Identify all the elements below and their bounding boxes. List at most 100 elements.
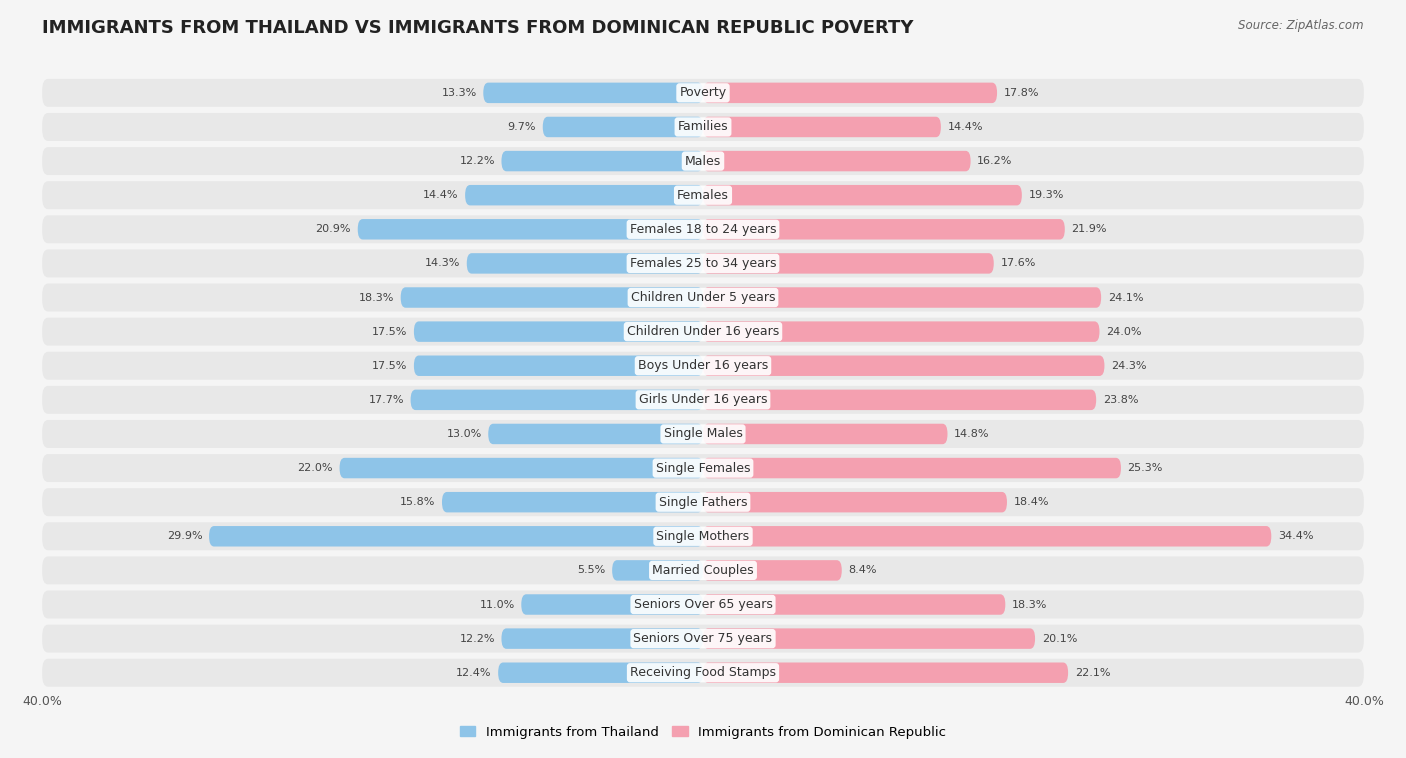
FancyBboxPatch shape	[441, 492, 703, 512]
FancyBboxPatch shape	[413, 356, 703, 376]
Text: 8.4%: 8.4%	[848, 565, 877, 575]
Text: 23.8%: 23.8%	[1102, 395, 1139, 405]
Text: 17.5%: 17.5%	[373, 327, 408, 337]
Text: 24.3%: 24.3%	[1111, 361, 1146, 371]
Text: 24.1%: 24.1%	[1108, 293, 1143, 302]
FancyBboxPatch shape	[703, 594, 1005, 615]
FancyBboxPatch shape	[703, 662, 1069, 683]
Text: Poverty: Poverty	[679, 86, 727, 99]
FancyBboxPatch shape	[357, 219, 703, 240]
Text: 20.1%: 20.1%	[1042, 634, 1077, 644]
Text: Receiving Food Stamps: Receiving Food Stamps	[630, 666, 776, 679]
Text: 14.8%: 14.8%	[955, 429, 990, 439]
Text: 29.9%: 29.9%	[167, 531, 202, 541]
FancyBboxPatch shape	[703, 424, 948, 444]
FancyBboxPatch shape	[42, 522, 1364, 550]
Text: 19.3%: 19.3%	[1028, 190, 1064, 200]
FancyBboxPatch shape	[401, 287, 703, 308]
FancyBboxPatch shape	[209, 526, 703, 547]
FancyBboxPatch shape	[339, 458, 703, 478]
FancyBboxPatch shape	[488, 424, 703, 444]
FancyBboxPatch shape	[703, 117, 941, 137]
FancyBboxPatch shape	[703, 628, 1035, 649]
FancyBboxPatch shape	[703, 219, 1064, 240]
Text: IMMIGRANTS FROM THAILAND VS IMMIGRANTS FROM DOMINICAN REPUBLIC POVERTY: IMMIGRANTS FROM THAILAND VS IMMIGRANTS F…	[42, 19, 914, 37]
Text: 34.4%: 34.4%	[1278, 531, 1313, 541]
Text: Families: Families	[678, 121, 728, 133]
FancyBboxPatch shape	[42, 386, 1364, 414]
Text: 13.3%: 13.3%	[441, 88, 477, 98]
Text: 17.6%: 17.6%	[1001, 258, 1036, 268]
FancyBboxPatch shape	[42, 488, 1364, 516]
Text: 16.2%: 16.2%	[977, 156, 1012, 166]
FancyBboxPatch shape	[42, 215, 1364, 243]
Text: 9.7%: 9.7%	[508, 122, 536, 132]
FancyBboxPatch shape	[703, 287, 1101, 308]
Text: 12.4%: 12.4%	[456, 668, 492, 678]
Text: 12.2%: 12.2%	[460, 634, 495, 644]
Text: 18.3%: 18.3%	[359, 293, 394, 302]
FancyBboxPatch shape	[42, 590, 1364, 619]
Text: 14.3%: 14.3%	[425, 258, 460, 268]
Text: 17.7%: 17.7%	[368, 395, 404, 405]
FancyBboxPatch shape	[42, 283, 1364, 312]
FancyBboxPatch shape	[502, 628, 703, 649]
Text: Married Couples: Married Couples	[652, 564, 754, 577]
Text: 17.5%: 17.5%	[373, 361, 408, 371]
Text: 14.4%: 14.4%	[948, 122, 983, 132]
Text: 18.3%: 18.3%	[1012, 600, 1047, 609]
Text: 24.0%: 24.0%	[1107, 327, 1142, 337]
Text: 22.0%: 22.0%	[298, 463, 333, 473]
Text: 14.4%: 14.4%	[423, 190, 458, 200]
FancyBboxPatch shape	[42, 420, 1364, 448]
FancyBboxPatch shape	[42, 249, 1364, 277]
Text: Single Fathers: Single Fathers	[659, 496, 747, 509]
Text: 20.9%: 20.9%	[315, 224, 352, 234]
FancyBboxPatch shape	[703, 83, 997, 103]
Text: Females 18 to 24 years: Females 18 to 24 years	[630, 223, 776, 236]
FancyBboxPatch shape	[703, 151, 970, 171]
FancyBboxPatch shape	[42, 147, 1364, 175]
FancyBboxPatch shape	[42, 79, 1364, 107]
FancyBboxPatch shape	[703, 390, 1097, 410]
FancyBboxPatch shape	[703, 492, 1007, 512]
FancyBboxPatch shape	[465, 185, 703, 205]
Text: Source: ZipAtlas.com: Source: ZipAtlas.com	[1239, 19, 1364, 32]
FancyBboxPatch shape	[42, 181, 1364, 209]
Text: 15.8%: 15.8%	[399, 497, 436, 507]
Text: 25.3%: 25.3%	[1128, 463, 1163, 473]
FancyBboxPatch shape	[484, 83, 703, 103]
Text: Females: Females	[678, 189, 728, 202]
Text: Children Under 16 years: Children Under 16 years	[627, 325, 779, 338]
Text: Males: Males	[685, 155, 721, 168]
Text: Single Females: Single Females	[655, 462, 751, 475]
Text: Females 25 to 34 years: Females 25 to 34 years	[630, 257, 776, 270]
FancyBboxPatch shape	[42, 625, 1364, 653]
Text: 5.5%: 5.5%	[578, 565, 606, 575]
Text: Boys Under 16 years: Boys Under 16 years	[638, 359, 768, 372]
Text: 11.0%: 11.0%	[479, 600, 515, 609]
Text: 18.4%: 18.4%	[1014, 497, 1049, 507]
Text: Seniors Over 65 years: Seniors Over 65 years	[634, 598, 772, 611]
Legend: Immigrants from Thailand, Immigrants from Dominican Republic: Immigrants from Thailand, Immigrants fro…	[454, 720, 952, 744]
FancyBboxPatch shape	[543, 117, 703, 137]
FancyBboxPatch shape	[612, 560, 703, 581]
FancyBboxPatch shape	[413, 321, 703, 342]
FancyBboxPatch shape	[42, 318, 1364, 346]
FancyBboxPatch shape	[703, 526, 1271, 547]
Text: 21.9%: 21.9%	[1071, 224, 1107, 234]
Text: Seniors Over 75 years: Seniors Over 75 years	[634, 632, 772, 645]
FancyBboxPatch shape	[42, 113, 1364, 141]
Text: 13.0%: 13.0%	[446, 429, 482, 439]
Text: Children Under 5 years: Children Under 5 years	[631, 291, 775, 304]
FancyBboxPatch shape	[42, 556, 1364, 584]
FancyBboxPatch shape	[502, 151, 703, 171]
FancyBboxPatch shape	[498, 662, 703, 683]
FancyBboxPatch shape	[42, 454, 1364, 482]
Text: Single Males: Single Males	[664, 428, 742, 440]
FancyBboxPatch shape	[703, 253, 994, 274]
Text: Girls Under 16 years: Girls Under 16 years	[638, 393, 768, 406]
FancyBboxPatch shape	[522, 594, 703, 615]
FancyBboxPatch shape	[703, 321, 1099, 342]
Text: 22.1%: 22.1%	[1074, 668, 1111, 678]
